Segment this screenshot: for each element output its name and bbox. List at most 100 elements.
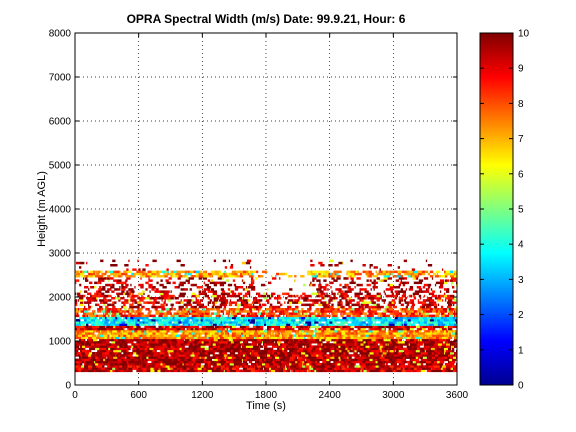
heatmap-cell <box>179 334 181 337</box>
heatmap-cell <box>394 297 396 300</box>
heatmap-cell <box>328 299 333 302</box>
heatmap-cell <box>241 327 245 331</box>
heatmap-cell <box>165 356 169 359</box>
heatmap-cell <box>403 365 408 368</box>
heatmap-cell <box>229 358 235 362</box>
heatmap-cell <box>245 323 250 326</box>
heatmap-cell <box>447 303 451 307</box>
heatmap-cell <box>407 323 410 326</box>
heatmap-cell <box>99 356 104 359</box>
heatmap-cell <box>431 290 436 293</box>
heatmap-cell <box>255 338 258 342</box>
heatmap-cell <box>184 347 188 351</box>
heatmap-cell <box>112 301 115 304</box>
heatmap-cell <box>444 354 449 357</box>
heatmap-cell <box>398 314 400 318</box>
heatmap-cell <box>102 341 106 344</box>
heatmap-cell <box>288 336 293 340</box>
heatmap-cell <box>399 343 402 346</box>
heatmap-cell <box>370 345 374 348</box>
heatmap-cell <box>393 367 397 370</box>
heatmap-cell <box>130 352 132 355</box>
heatmap-cell <box>309 356 314 359</box>
heatmap-cell <box>266 323 268 326</box>
heatmap-cell <box>239 308 244 311</box>
heatmap-cell <box>186 330 190 333</box>
heatmap-cell <box>382 314 386 318</box>
heatmap-cell <box>448 356 451 359</box>
heatmap-cell <box>290 365 292 368</box>
heatmap-cell <box>447 347 452 351</box>
heatmap-cell <box>397 352 400 355</box>
heatmap-cell <box>155 349 157 353</box>
heatmap-cell <box>406 327 411 331</box>
heatmap-cell <box>174 297 179 300</box>
heatmap-cell <box>376 338 378 342</box>
heatmap-cell <box>273 352 275 355</box>
heatmap-cell <box>202 308 205 311</box>
heatmap-cell <box>309 325 311 329</box>
heatmap-cell <box>396 321 399 324</box>
heatmap-cell <box>107 336 110 340</box>
heatmap-cell <box>146 367 151 370</box>
heatmap-cell <box>384 308 387 311</box>
heatmap-cell <box>395 292 400 296</box>
heatmap-cell <box>81 338 85 342</box>
heatmap-cell <box>226 369 231 373</box>
heatmap-cell <box>251 314 257 318</box>
heatmap-cell <box>371 308 374 311</box>
heatmap-cell <box>401 334 405 337</box>
heatmap-cell <box>438 321 443 324</box>
heatmap-cell <box>135 354 139 357</box>
heatmap-cell <box>208 308 211 311</box>
heatmap-cell <box>253 365 256 368</box>
heatmap-cell <box>413 345 418 348</box>
heatmap-cell <box>231 308 237 311</box>
heatmap-cell <box>146 352 151 355</box>
heatmap-cell <box>85 352 90 355</box>
heatmap-cell <box>367 323 369 326</box>
heatmap-cell <box>124 308 127 311</box>
heatmap-cell <box>254 305 259 309</box>
heatmap-cell <box>434 314 440 318</box>
heatmap-cell <box>432 327 435 331</box>
heatmap-cell <box>408 288 414 291</box>
heatmap-cell <box>194 360 197 364</box>
heatmap-cell <box>158 319 160 322</box>
heatmap-cell <box>161 365 163 368</box>
heatmap-cell <box>257 338 262 342</box>
heatmap-cell <box>230 354 235 357</box>
heatmap-cell <box>224 365 227 368</box>
heatmap-cell <box>334 356 339 359</box>
heatmap-cell <box>320 301 323 304</box>
heatmap-cell <box>97 327 102 331</box>
heatmap-cell <box>374 363 379 366</box>
heatmap-cell <box>385 349 387 353</box>
heatmap-cell <box>200 369 202 373</box>
heatmap-cell <box>344 343 347 346</box>
heatmap-cell <box>135 343 139 346</box>
heatmap-cell <box>216 327 221 331</box>
heatmap-cell <box>324 292 326 296</box>
heatmap-cell <box>172 330 175 333</box>
heatmap-cell <box>369 343 371 346</box>
heatmap-cell <box>184 312 187 315</box>
heatmap-cell <box>83 349 88 353</box>
heatmap-cell <box>246 367 252 370</box>
heatmap-cell <box>287 327 292 331</box>
heatmap-cell <box>254 354 260 357</box>
heatmap-cell <box>229 363 235 366</box>
heatmap-cell <box>377 347 379 351</box>
heatmap-cell <box>327 319 330 322</box>
heatmap-cell <box>75 345 79 348</box>
heatmap-cell <box>85 360 89 364</box>
heatmap-cell <box>75 349 78 353</box>
heatmap-cell <box>233 319 236 322</box>
heatmap-cell <box>296 330 298 333</box>
heatmap-cell <box>322 303 325 307</box>
heatmap-cell <box>280 365 282 368</box>
heatmap-cell <box>334 319 337 322</box>
heatmap-cell <box>452 312 458 315</box>
heatmap-cell <box>383 365 386 368</box>
heatmap-cell <box>365 341 368 344</box>
